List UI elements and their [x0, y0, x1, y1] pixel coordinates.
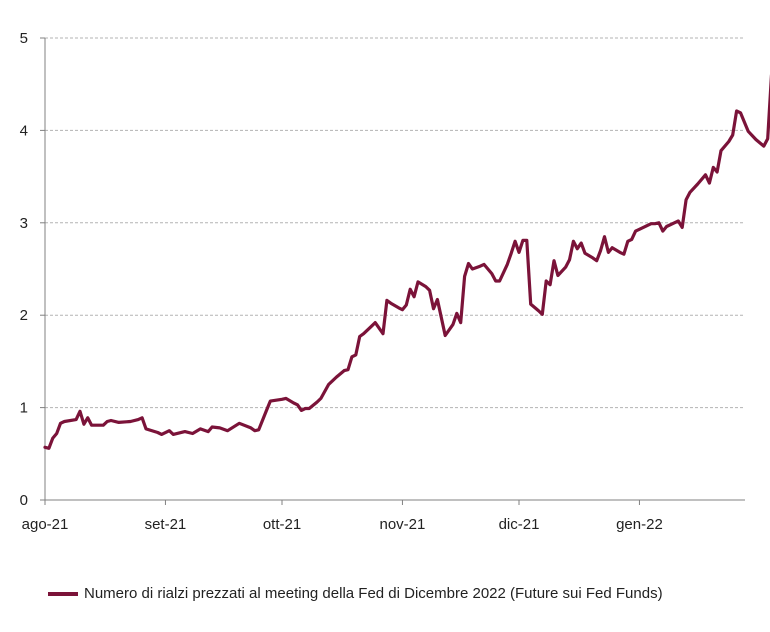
y-tick-label: 0 [20, 492, 28, 509]
x-tick-label: nov-21 [380, 516, 426, 533]
legend: Numero di rialzi prezzati al meeting del… [48, 585, 663, 602]
x-axis-ticks: ago-21 set-21 ott-21 nov-21 dic-21 gen-22 [22, 500, 663, 533]
legend-label: Numero di rialzi prezzati al meeting del… [84, 585, 663, 602]
x-tick-label: set-21 [145, 516, 187, 533]
series-line-0 [43, 74, 770, 450]
y-tick-label: 3 [20, 215, 28, 232]
axes [44, 38, 745, 501]
x-tick-label: ott-21 [263, 516, 301, 533]
grid-lines [45, 37, 745, 409]
legend-swatch [48, 591, 78, 596]
series-layer [43, 74, 770, 450]
x-tick-label: gen-22 [616, 516, 663, 533]
y-tick-label: 1 [20, 400, 28, 417]
x-tick-label: dic-21 [499, 516, 540, 533]
y-axis-ticks: 0 1 2 3 4 5 [20, 30, 45, 509]
y-tick-label: 4 [20, 122, 28, 139]
y-tick-label: 5 [20, 30, 28, 47]
y-tick-label: 2 [20, 307, 28, 324]
x-tick-label: ago-21 [22, 516, 69, 533]
